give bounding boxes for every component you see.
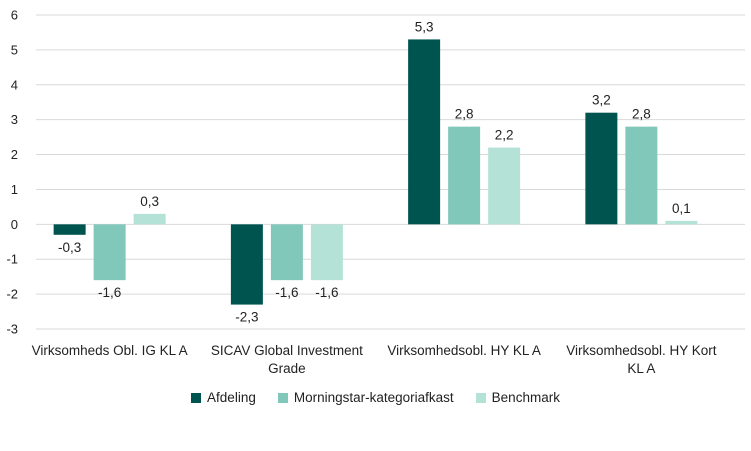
legend-swatch-morningstar: [277, 392, 288, 403]
bar: [133, 213, 166, 225]
data-label: 5,3: [415, 19, 434, 34]
bar: [230, 224, 263, 305]
bar: [625, 126, 658, 225]
y-tick-label: -3: [6, 322, 18, 337]
legend-label-morningstar: Morningstar-kategoriafkast: [293, 390, 454, 405]
legend-item-morningstar: Morningstar-kategoriafkast: [277, 390, 454, 405]
category-label: Virksomhedsobl. HY KL A: [387, 343, 541, 358]
legend-swatch-benchmark: [475, 392, 486, 403]
y-tick-label: -2: [6, 287, 18, 302]
bar: [585, 112, 618, 225]
data-label: 2,8: [632, 107, 651, 122]
y-tick-label: 1: [11, 182, 18, 197]
category-label: Virksomheds Obl. IG KL A: [32, 343, 188, 358]
data-label: -2,3: [235, 310, 258, 325]
y-tick-label: -1: [6, 252, 18, 267]
bar: [488, 147, 521, 225]
legend-item-afdeling: Afdeling: [191, 390, 256, 405]
data-label: -1,6: [315, 285, 338, 300]
bar: [93, 224, 126, 281]
data-label: 2,8: [455, 107, 474, 122]
bar: [270, 224, 303, 281]
y-tick-label: 6: [11, 8, 18, 23]
data-label: 0,1: [672, 201, 691, 216]
y-tick-label: 5: [11, 42, 18, 57]
category-label: Virksomhedsobl. HY Kort: [566, 343, 717, 358]
legend-label-benchmark: Benchmark: [491, 390, 560, 405]
bar: [53, 224, 86, 235]
bar: [448, 126, 481, 225]
data-label: -1,6: [275, 285, 298, 300]
bar: [408, 39, 441, 225]
data-label: -1,6: [98, 285, 121, 300]
legend-swatch-afdeling: [191, 392, 202, 403]
legend: Afdeling Morningstar-kategoriafkast Benc…: [0, 390, 751, 405]
category-label: Grade: [268, 361, 306, 376]
data-label: 0,3: [140, 194, 159, 209]
data-label: 2,2: [495, 128, 514, 143]
y-tick-label: 3: [11, 112, 18, 127]
legend-label-afdeling: Afdeling: [207, 390, 256, 405]
bar: [310, 224, 343, 281]
data-label: 3,2: [592, 93, 611, 108]
legend-item-benchmark: Benchmark: [475, 390, 560, 405]
category-label: KL A: [627, 361, 655, 376]
y-tick-label: 4: [11, 77, 18, 92]
bar: [665, 220, 698, 225]
data-label: -0,3: [58, 240, 81, 255]
category-label: SICAV Global Investment: [211, 343, 363, 358]
y-tick-label: 2: [11, 147, 18, 162]
y-tick-label: 0: [11, 217, 18, 232]
